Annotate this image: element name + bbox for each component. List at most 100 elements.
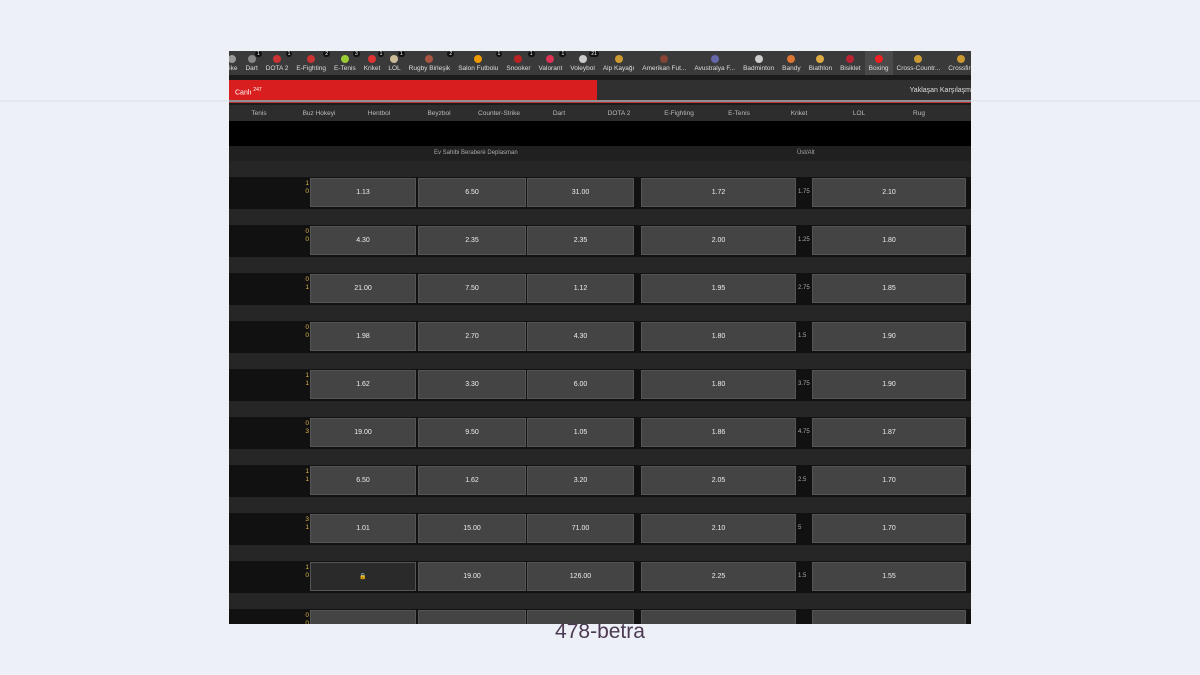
subtab[interactable]: Rug — [913, 109, 925, 117]
locked-odd-button[interactable]: 🔒 — [310, 562, 416, 591]
tab-upcoming[interactable]: Yaklaşan Karşılaşm — [909, 87, 971, 94]
odd-button[interactable]: 2.05 — [641, 466, 796, 495]
odd-button[interactable]: 1.87 — [812, 418, 966, 447]
subtab[interactable]: DOTA 2 — [607, 109, 631, 117]
odd-button[interactable]: 7.50 — [418, 274, 526, 303]
sport-tab[interactable]: Valorant 1 — [535, 51, 567, 75]
odd-button[interactable]: 126.00 — [527, 562, 634, 591]
sport-tab[interactable]: Badminton — [739, 51, 778, 75]
odd-button[interactable]: 1.70 — [812, 466, 966, 495]
row-spacer — [229, 545, 971, 561]
odd-button[interactable]: 2.35 — [527, 226, 634, 255]
subtab[interactable]: Buz Hokeyi — [302, 109, 336, 117]
odd-button[interactable]: 19.00 — [310, 418, 416, 447]
odd-button[interactable]: 2.00 — [641, 226, 796, 255]
sport-tab[interactable]: DOTA 2 1 — [262, 51, 293, 75]
subtab[interactable]: Counter-Strike — [478, 109, 520, 117]
odd-button[interactable]: 1.86 — [641, 418, 796, 447]
odd-button[interactable]: 1.05 — [527, 418, 634, 447]
odd-button[interactable]: 9.50 — [418, 418, 526, 447]
odd-button[interactable]: 1.70 — [812, 514, 966, 543]
odd-button[interactable]: 1.13 — [310, 178, 416, 207]
home-score: 1 — [305, 468, 309, 475]
sport-tab[interactable]: Avustralya F... — [690, 51, 739, 75]
odd-button[interactable]: 71.00 — [527, 514, 634, 543]
away-score: 0 — [305, 236, 309, 243]
odd-button[interactable] — [418, 610, 526, 624]
odd-button[interactable]: 3.30 — [418, 370, 526, 399]
odd-button[interactable]: 19.00 — [418, 562, 526, 591]
sport-tab[interactable]: Cross-Countr... — [893, 51, 945, 75]
subtab[interactable]: E-Tenis — [728, 109, 750, 117]
sport-tab[interactable]: Alp Kayağı — [599, 51, 638, 75]
odd-button[interactable]: 1.90 — [812, 370, 966, 399]
sport-icon — [614, 55, 623, 63]
odd-button[interactable] — [812, 610, 966, 624]
subtab[interactable]: E-Fighting — [664, 109, 694, 117]
sport-tab[interactable]: Crossfire — [944, 51, 971, 75]
sport-tab[interactable]: Amerikan Fut... — [638, 51, 690, 75]
sport-count-badge: 1 — [254, 51, 262, 57]
sport-count-badge: 1 — [285, 51, 293, 57]
odd-button[interactable]: 6.00 — [527, 370, 634, 399]
sport-tab[interactable]: Kriket 1 — [360, 51, 385, 75]
sport-tab[interactable]: E-Tenis 3 — [330, 51, 360, 75]
odd-button[interactable]: 1.80 — [812, 226, 966, 255]
odd-button[interactable]: 1.95 — [641, 274, 796, 303]
odd-button[interactable] — [527, 610, 634, 624]
sport-tab[interactable]: rike — [229, 51, 241, 75]
sport-count-badge: 1 — [495, 51, 503, 57]
odd-button[interactable]: 21.00 — [310, 274, 416, 303]
subtab[interactable]: Hentbol — [367, 109, 391, 117]
odd-button[interactable]: 1.55 — [812, 562, 966, 591]
odd-button[interactable]: 2.25 — [641, 562, 796, 591]
odd-button[interactable]: 1.01 — [310, 514, 416, 543]
odd-button[interactable]: 3.20 — [527, 466, 634, 495]
sport-tab[interactable]: Biathlon — [805, 51, 837, 75]
subtab[interactable]: Dart — [552, 109, 566, 117]
subtab[interactable]: Kriket — [790, 109, 808, 117]
odd-button[interactable] — [641, 610, 796, 624]
odd-button[interactable]: 6.50 — [418, 178, 526, 207]
odd-button[interactable]: 2.10 — [641, 514, 796, 543]
sport-tab[interactable]: Bisiklet — [836, 51, 865, 75]
odd-button[interactable]: 31.00 — [527, 178, 634, 207]
odd-button[interactable]: 2.70 — [418, 322, 526, 351]
odd-button[interactable]: 1.98 — [310, 322, 416, 351]
subtab[interactable]: Beyzbol — [427, 109, 451, 117]
home-score: 0 — [305, 612, 309, 619]
odd-button[interactable]: 2.10 — [812, 178, 966, 207]
sport-tab[interactable]: Rugby Birleşik 2 — [405, 51, 455, 75]
sport-tab[interactable]: Voleybol 21 — [566, 51, 599, 75]
sport-tab[interactable]: Salon Futbolu 1 — [454, 51, 503, 75]
subtab[interactable]: Tenis — [251, 109, 267, 117]
odd-button[interactable]: 1.85 — [812, 274, 966, 303]
odd-button[interactable]: 1.90 — [812, 322, 966, 351]
odd-button[interactable]: 4.30 — [527, 322, 634, 351]
match-result-header: Ev Sahibi Beraberè Deplasman — [434, 150, 518, 156]
row-spacer — [229, 449, 971, 465]
odd-button[interactable] — [310, 610, 416, 624]
sport-tab[interactable]: Boxing — [864, 51, 893, 75]
odd-button[interactable]: 1.12 — [527, 274, 634, 303]
odd-button[interactable]: 1.72 — [641, 178, 796, 207]
odd-button[interactable]: 1.62 — [418, 466, 526, 495]
sport-tab[interactable]: E-Fighting 2 — [292, 51, 331, 75]
subtab[interactable]: LOL — [852, 109, 866, 117]
sport-label: DOTA 2 — [265, 65, 289, 72]
odd-button[interactable]: 15.00 — [418, 514, 526, 543]
sport-tab[interactable]: Snooker 1 — [502, 51, 535, 75]
odd-button[interactable]: 1.80 — [641, 322, 796, 351]
sport-tab[interactable]: Bandy — [778, 51, 804, 75]
sport-tab[interactable]: Dart 1 — [241, 51, 262, 75]
odd-button[interactable]: 6.50 — [310, 466, 416, 495]
odd-button[interactable]: 1.62 — [310, 370, 416, 399]
odd-button[interactable]: 1.80 — [641, 370, 796, 399]
total-line: 1.25 — [798, 237, 810, 243]
sport-icon — [846, 55, 855, 63]
sport-tab[interactable]: LOL 1 — [384, 51, 405, 75]
odd-button[interactable]: 4.30 — [310, 226, 416, 255]
tab-live[interactable]: Canlı 247 — [229, 80, 597, 100]
odd-button[interactable]: 2.35 — [418, 226, 526, 255]
